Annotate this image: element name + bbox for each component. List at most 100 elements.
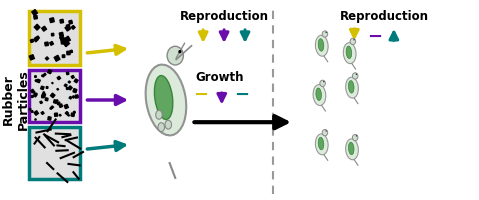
Bar	[65, 25, 70, 31]
Text: Reproduction: Reproduction	[180, 10, 269, 23]
Bar	[33, 92, 35, 93]
Ellipse shape	[350, 38, 355, 45]
Bar	[35, 93, 37, 95]
Bar	[31, 110, 33, 113]
Bar	[32, 10, 37, 15]
Bar	[57, 88, 58, 90]
Ellipse shape	[356, 74, 357, 75]
Bar	[34, 38, 38, 42]
Bar	[50, 107, 52, 109]
Bar	[45, 42, 48, 46]
Bar	[57, 102, 60, 105]
Ellipse shape	[356, 135, 357, 137]
Bar	[54, 55, 60, 61]
Bar	[66, 25, 70, 28]
Text: −: −	[193, 86, 208, 104]
Ellipse shape	[353, 134, 358, 141]
Bar	[34, 76, 36, 77]
Bar	[42, 93, 46, 97]
Bar	[69, 20, 72, 24]
Bar	[42, 75, 43, 76]
Bar	[51, 33, 54, 36]
Bar	[67, 87, 68, 90]
Bar	[31, 89, 34, 93]
Bar	[60, 19, 64, 23]
Bar	[43, 92, 45, 93]
Bar	[29, 70, 80, 122]
Ellipse shape	[167, 46, 183, 65]
Bar	[50, 18, 54, 23]
Ellipse shape	[343, 43, 356, 64]
Bar	[68, 81, 70, 83]
Bar	[67, 51, 70, 55]
Ellipse shape	[323, 81, 324, 82]
Bar	[59, 104, 62, 107]
Ellipse shape	[315, 35, 328, 56]
Bar	[46, 87, 48, 88]
Text: −: −	[367, 28, 382, 46]
Bar	[59, 32, 63, 37]
Bar	[57, 76, 60, 80]
Ellipse shape	[348, 142, 354, 155]
Bar	[42, 95, 44, 98]
Bar	[57, 100, 58, 101]
Bar	[36, 36, 39, 39]
Ellipse shape	[156, 110, 162, 119]
Ellipse shape	[146, 65, 186, 135]
Bar	[72, 96, 75, 98]
Text: Reproduction: Reproduction	[340, 10, 429, 23]
Ellipse shape	[315, 134, 328, 155]
Ellipse shape	[158, 123, 165, 132]
Bar	[29, 127, 80, 179]
Bar	[30, 39, 34, 43]
Bar	[64, 104, 68, 109]
Bar	[71, 113, 74, 116]
Bar	[35, 80, 37, 81]
Bar	[63, 40, 69, 47]
Bar	[41, 86, 44, 90]
Bar	[37, 79, 40, 83]
Bar	[50, 93, 55, 98]
Bar	[70, 50, 72, 53]
Bar	[57, 77, 59, 79]
Bar	[71, 75, 74, 78]
Bar	[73, 89, 77, 93]
Ellipse shape	[313, 85, 326, 106]
Bar	[68, 115, 69, 116]
Bar	[29, 55, 34, 60]
Bar	[36, 80, 38, 82]
Bar	[55, 113, 57, 116]
Ellipse shape	[346, 46, 352, 59]
Ellipse shape	[322, 129, 328, 136]
Bar	[64, 84, 67, 87]
Bar	[41, 111, 44, 115]
Bar	[40, 101, 42, 104]
Bar	[60, 36, 65, 41]
Text: Rubber
Particles: Rubber Particles	[2, 70, 30, 130]
Bar	[67, 72, 69, 75]
Ellipse shape	[326, 32, 327, 33]
Bar	[46, 57, 48, 60]
Bar	[65, 112, 68, 115]
Ellipse shape	[318, 137, 324, 150]
Bar	[43, 75, 44, 77]
Bar	[42, 26, 46, 31]
Bar	[31, 95, 33, 98]
Bar	[73, 111, 75, 113]
Bar	[62, 55, 65, 57]
Ellipse shape	[316, 88, 321, 100]
Bar	[29, 11, 80, 65]
Bar	[68, 86, 72, 90]
Bar	[48, 70, 52, 74]
Bar	[29, 108, 31, 110]
Bar	[34, 15, 37, 19]
Bar	[48, 117, 51, 120]
Ellipse shape	[322, 31, 328, 37]
Bar	[34, 24, 40, 30]
Bar	[45, 98, 48, 101]
Ellipse shape	[178, 50, 182, 53]
Ellipse shape	[154, 76, 173, 120]
Ellipse shape	[320, 80, 325, 86]
Bar	[35, 119, 36, 120]
Bar	[34, 93, 37, 97]
